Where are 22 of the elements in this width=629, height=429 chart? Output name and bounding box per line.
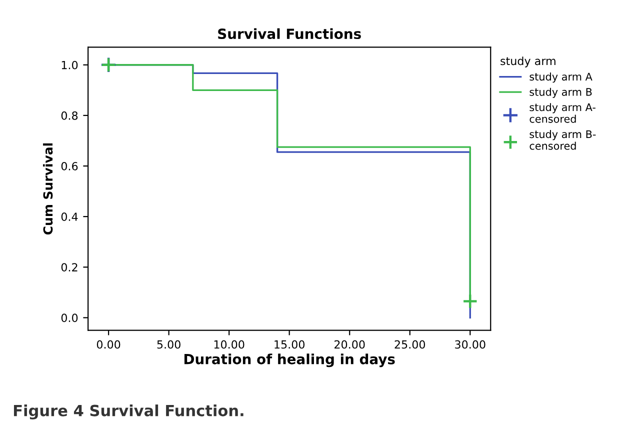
y-axis-title: Cum Survival — [43, 143, 53, 235]
x-tick-label: 30.00 — [455, 340, 486, 349]
x-tick-label: 20.00 — [334, 340, 365, 349]
y-tick-label: 1.0 — [62, 60, 78, 70]
legend-label: study arm A- censored — [530, 103, 596, 123]
y-tick-label: 0.6 — [61, 162, 78, 170]
y-tick-label: 0.8 — [61, 111, 78, 120]
y-tick-label: 0.0 — [61, 314, 78, 322]
x-tick-label: 15.00 — [274, 340, 305, 349]
legend-label: study arm A — [530, 72, 592, 83]
legend-label: study arm B- censored — [530, 130, 596, 150]
x-tick-label: 25.00 — [394, 340, 426, 349]
legend-title: study arm — [500, 56, 556, 68]
x-axis-title: Duration of healing in days — [184, 354, 395, 368]
x-tick-label: 0.00 — [96, 340, 120, 349]
legend-label: study arm B — [530, 88, 592, 98]
y-tick-label: 0.4 — [61, 212, 78, 221]
caption: Figure 4 Survival Function. — [14, 404, 244, 420]
x-tick-label: 5.00 — [157, 340, 180, 349]
y-tick-label: 0.2 — [61, 263, 78, 272]
chart-title: Survival Functions — [218, 28, 361, 40]
x-tick-label: 10.00 — [214, 340, 244, 349]
